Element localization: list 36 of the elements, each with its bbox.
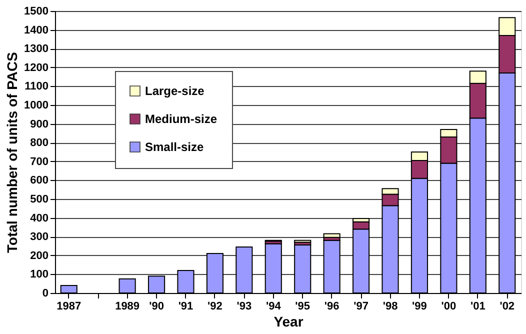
y-tick-label: 900 <box>30 118 48 130</box>
x-tick-label: '01 <box>470 300 486 312</box>
y-tick-label: 1300 <box>24 43 48 56</box>
x-tick-label: '94 <box>266 300 282 312</box>
x-tick-label: 1987 <box>56 300 82 312</box>
x-tick-label: '90 <box>149 300 164 312</box>
y-tick-label: 500 <box>30 194 48 206</box>
y-tick-label: 700 <box>30 156 48 168</box>
x-tick-label: '00 <box>441 300 456 312</box>
y-tick-label: 400 <box>30 212 48 224</box>
y-tick-label: 600 <box>30 174 48 187</box>
y-tick-label: 1500 <box>24 6 48 18</box>
x-tick-label: '91 <box>178 300 194 312</box>
x-tick-label: '96 <box>324 300 340 312</box>
y-axis-title: Total number of units of PACS <box>4 52 20 253</box>
y-tick-label: 800 <box>30 137 48 150</box>
legend-label: Medium-size <box>145 112 218 126</box>
x-tick-label: '93 <box>236 300 252 312</box>
y-tick-label: 100 <box>30 268 48 281</box>
y-tick-label: 1000 <box>24 100 48 112</box>
x-axis-title: Year <box>274 314 304 330</box>
x-tick-label: 1989 <box>115 300 140 312</box>
x-tick-label: '02 <box>500 300 515 312</box>
x-tick-label: '92 <box>208 300 222 312</box>
legend-label: Large-size <box>145 84 205 98</box>
x-tick-label: '99 <box>412 300 427 312</box>
y-tick-label: 1100 <box>24 80 48 93</box>
y-tick-label: 1200 <box>24 62 48 74</box>
x-tick-label: '98 <box>382 300 398 312</box>
y-tick-label: 200 <box>30 250 48 262</box>
x-tick-label: '97 <box>354 300 368 312</box>
y-tick-label: 1400 <box>24 24 48 36</box>
y-tick-label: 300 <box>30 231 48 244</box>
y-tick-label: 0 <box>42 288 48 300</box>
legend-label: Small-size <box>145 140 204 154</box>
x-tick-label: '95 <box>295 300 310 312</box>
